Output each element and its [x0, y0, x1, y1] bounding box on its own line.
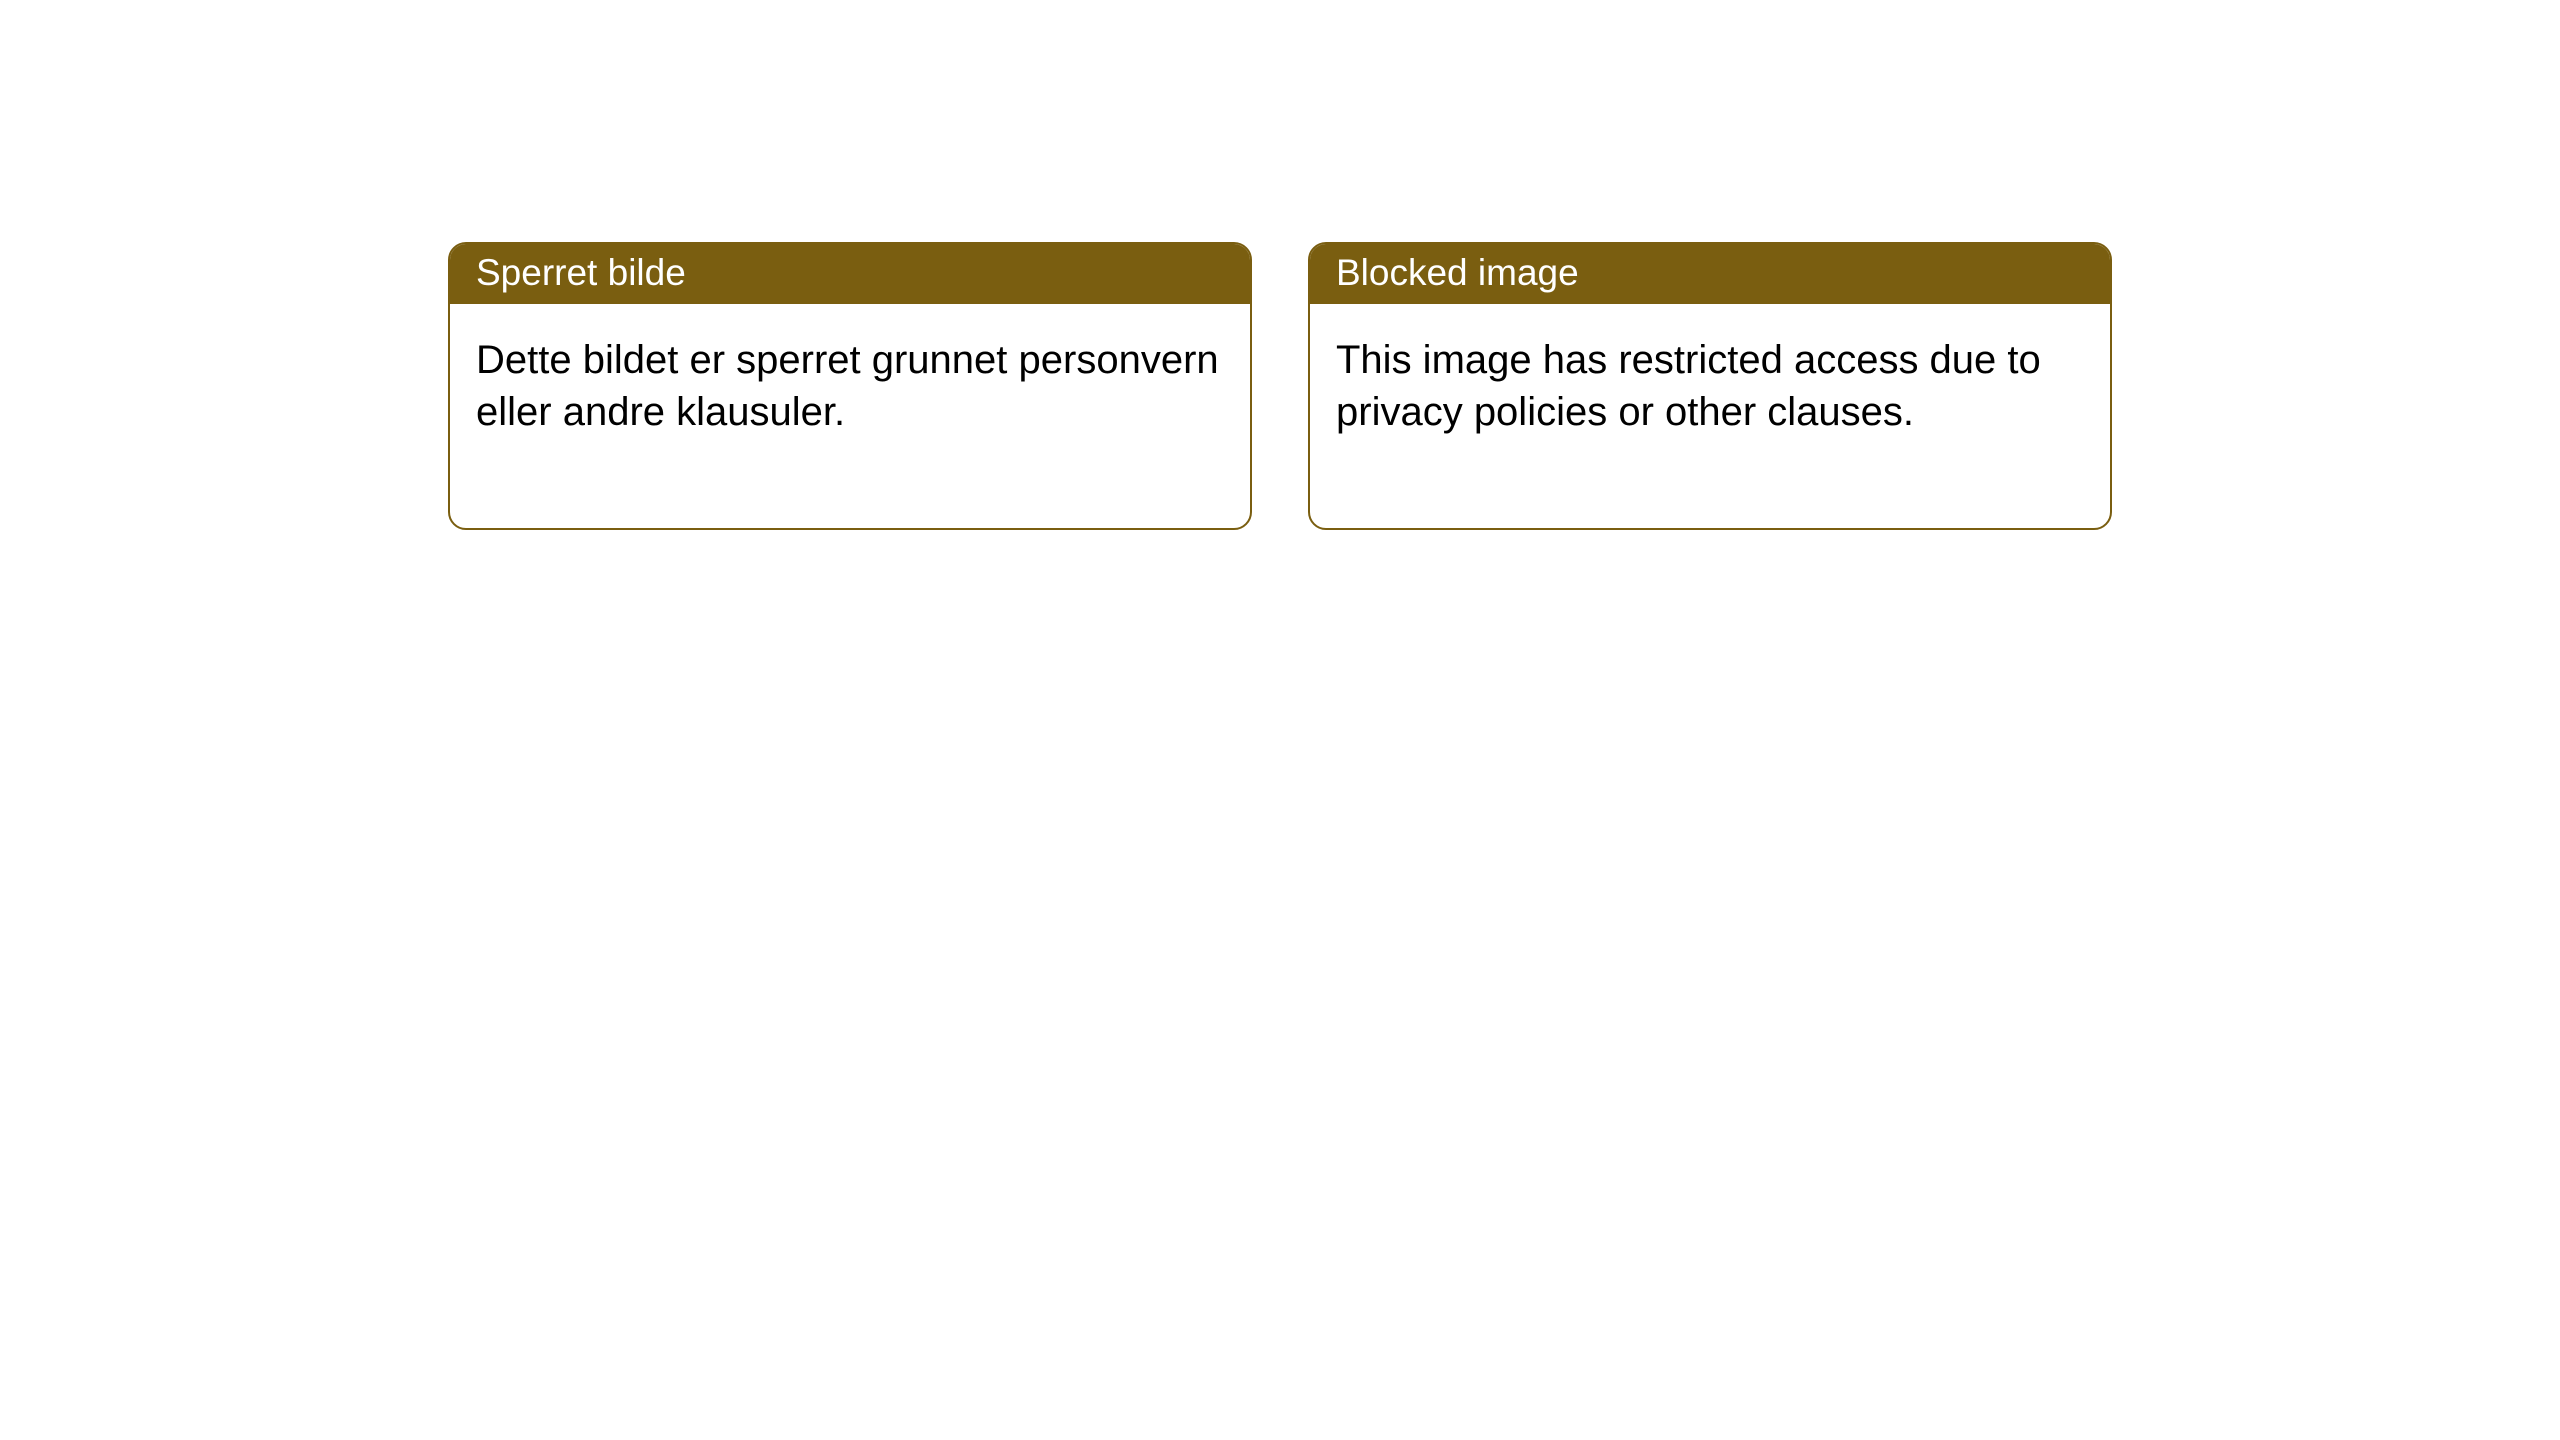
notice-container: Sperret bilde Dette bildet er sperret gr…: [448, 242, 2112, 530]
notice-body: This image has restricted access due to …: [1310, 304, 2110, 528]
notice-card-norwegian: Sperret bilde Dette bildet er sperret gr…: [448, 242, 1252, 530]
notice-header: Sperret bilde: [450, 244, 1250, 304]
notice-header: Blocked image: [1310, 244, 2110, 304]
notice-card-english: Blocked image This image has restricted …: [1308, 242, 2112, 530]
notice-body: Dette bildet er sperret grunnet personve…: [450, 304, 1250, 528]
